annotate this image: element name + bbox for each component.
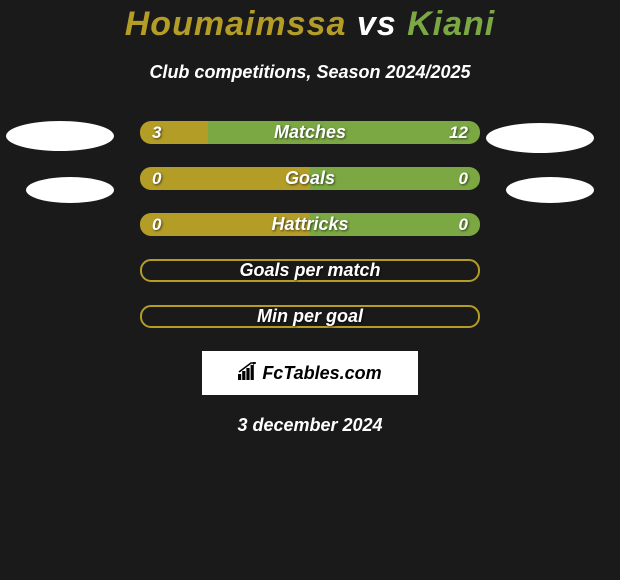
vs-text: vs bbox=[357, 5, 397, 43]
logo-box: FcTables.com bbox=[202, 351, 418, 395]
stat-right-segment bbox=[208, 121, 480, 144]
stats-area: 312Matches00Goals00HattricksGoals per ma… bbox=[140, 121, 480, 328]
stat-row: Min per goal bbox=[140, 305, 480, 328]
decorative-ellipse bbox=[506, 177, 594, 203]
stat-row: 00Goals bbox=[140, 167, 480, 190]
stat-left-segment bbox=[140, 213, 310, 236]
subtitle-row: Club competitions, Season 2024/2025 bbox=[0, 62, 620, 83]
stat-left-segment bbox=[140, 121, 208, 144]
stat-right-value: 0 bbox=[459, 167, 468, 190]
decorative-ellipse bbox=[486, 123, 594, 153]
date-row: 3 december 2024 bbox=[0, 415, 620, 436]
stat-right-segment bbox=[310, 213, 480, 236]
stat-left-value: 3 bbox=[152, 121, 161, 144]
decorative-ellipse bbox=[6, 121, 114, 151]
stat-label: Min per goal bbox=[142, 307, 478, 326]
player2-name: Kiani bbox=[407, 5, 495, 43]
stat-row: 312Matches bbox=[140, 121, 480, 144]
stat-right-segment bbox=[310, 167, 480, 190]
chart-icon bbox=[238, 362, 258, 385]
stat-right-value: 12 bbox=[449, 121, 468, 144]
subtitle: Club competitions, Season 2024/2025 bbox=[149, 62, 470, 82]
logo-text: FcTables.com bbox=[262, 363, 381, 384]
stat-left-segment bbox=[140, 167, 310, 190]
stat-label: Goals per match bbox=[142, 261, 478, 280]
title: Houmaimssa vs Kiani bbox=[125, 5, 496, 43]
stat-left-value: 0 bbox=[152, 213, 161, 236]
date-text: 3 december 2024 bbox=[237, 415, 382, 435]
decorative-ellipse bbox=[26, 177, 114, 203]
stat-right-value: 0 bbox=[459, 213, 468, 236]
player1-name: Houmaimssa bbox=[125, 5, 347, 43]
stat-row: 00Hattricks bbox=[140, 213, 480, 236]
stat-left-value: 0 bbox=[152, 167, 161, 190]
title-row: Houmaimssa vs Kiani bbox=[0, 0, 620, 44]
stat-row: Goals per match bbox=[140, 259, 480, 282]
